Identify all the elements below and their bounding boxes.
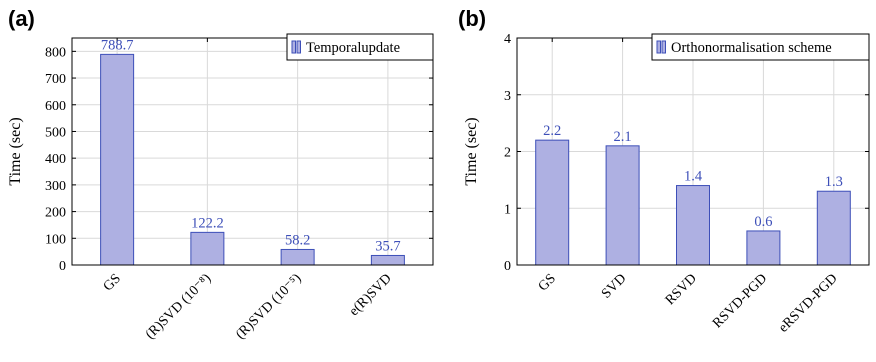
legend: Temporalupdate bbox=[286, 33, 434, 61]
legend-label: Orthonormalisation scheme bbox=[671, 40, 832, 56]
data-label: 1.4 bbox=[684, 169, 703, 185]
bar bbox=[370, 254, 405, 266]
x-tick-label: GS bbox=[536, 271, 559, 294]
chart-panel-a: (a) 0 100 200 300 400 500 600 700 800 788.7 122.2 58… bbox=[7, 6, 434, 342]
y-tick-label: 400 bbox=[45, 152, 66, 167]
y-tick-label: 4 bbox=[504, 32, 511, 47]
y-tick-label: 2 bbox=[504, 146, 511, 161]
y-tick-label: 600 bbox=[45, 99, 66, 114]
bar bbox=[816, 190, 851, 266]
y-axis-title: Time (sec) bbox=[7, 117, 24, 185]
y-tick-label: 800 bbox=[45, 45, 66, 60]
y-tick-label: 0 bbox=[504, 259, 511, 274]
x-tick-label: GS bbox=[101, 271, 124, 294]
data-label: 2.1 bbox=[614, 129, 632, 145]
x-tick-label: (R)SVD (10⁻⁵) bbox=[233, 271, 304, 342]
y-tick-label: 3 bbox=[504, 89, 511, 104]
data-label: 122.2 bbox=[191, 215, 224, 231]
bar bbox=[100, 53, 135, 266]
legend-box bbox=[286, 33, 434, 61]
legend-swatch bbox=[656, 40, 661, 54]
data-label: 0.6 bbox=[754, 214, 772, 230]
x-tick-label: RSVD-PGD bbox=[710, 271, 770, 331]
data-label: 1.3 bbox=[825, 174, 843, 190]
y-tick-label: 300 bbox=[45, 179, 66, 194]
x-tick-label: eRSVD-PGD bbox=[776, 271, 841, 336]
y-tick-label: 100 bbox=[45, 232, 66, 247]
bar bbox=[605, 145, 640, 266]
y-axis-title: Time (sec) bbox=[463, 117, 480, 185]
data-label: 788.7 bbox=[101, 37, 134, 53]
panel-label: (a) bbox=[8, 6, 35, 31]
legend-box bbox=[651, 33, 870, 61]
x-tick-label: RSVD bbox=[663, 271, 700, 308]
data-label: 35.7 bbox=[375, 238, 400, 254]
data-label: 58.2 bbox=[285, 232, 310, 248]
bar bbox=[280, 248, 315, 266]
chart-panel-b: (b) 0 1 2 3 4 2.2 2.1 1.4 0.6 1.3 GS SVD RSVD RSVD-PGD… bbox=[458, 6, 870, 336]
y-tick-label: 1 bbox=[504, 202, 511, 217]
y-tick-label: 0 bbox=[59, 259, 66, 274]
legend-label: Temporalupdate bbox=[306, 40, 400, 56]
data-label: 2.2 bbox=[543, 123, 561, 139]
y-tick-label: 500 bbox=[45, 125, 66, 140]
bar bbox=[746, 230, 781, 266]
plot-frame bbox=[71, 37, 434, 266]
x-tick-label: e(R)SVD bbox=[347, 271, 395, 319]
bar bbox=[190, 231, 225, 266]
bar bbox=[676, 185, 710, 266]
bar bbox=[535, 139, 570, 266]
x-tick-label: SVD bbox=[599, 271, 629, 301]
panel-label: (b) bbox=[458, 6, 486, 31]
y-tick-label: 700 bbox=[45, 72, 66, 87]
legend-swatch bbox=[296, 40, 301, 54]
y-tick-label: 200 bbox=[45, 206, 66, 221]
x-tick-label: (R)SVD (10⁻⁸) bbox=[143, 271, 214, 342]
legend-swatch bbox=[291, 40, 296, 54]
legend: Orthonormalisation scheme bbox=[651, 33, 870, 61]
legend-swatch bbox=[661, 40, 666, 54]
